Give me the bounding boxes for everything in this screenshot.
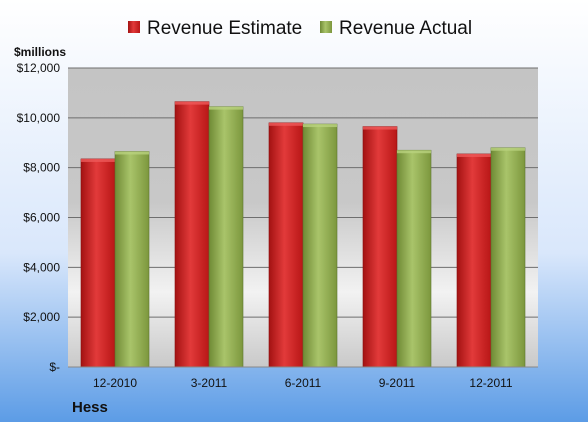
x-tick-label: 6-2011 bbox=[285, 376, 322, 390]
legend-label-estimate: Revenue Estimate bbox=[147, 18, 302, 39]
x-tick-label: 9-2011 bbox=[379, 376, 416, 390]
bar-revenue-actual-top-highlight bbox=[209, 106, 243, 110]
bar-revenue-estimate bbox=[268, 122, 304, 368]
bar-revenue-actual-top-highlight bbox=[115, 151, 149, 155]
bar-revenue-estimate-top-highlight bbox=[175, 101, 209, 105]
legend-swatch-estimate bbox=[128, 21, 140, 33]
y-tick-label: $2,000 bbox=[23, 310, 60, 324]
y-tick-label: $- bbox=[49, 360, 60, 374]
bar-revenue-estimate bbox=[362, 126, 398, 368]
legend-label-actual: Revenue Actual bbox=[339, 18, 472, 39]
company-name: Hess bbox=[72, 399, 108, 416]
bar-revenue-actual bbox=[208, 106, 244, 368]
bar-revenue-actual bbox=[302, 123, 338, 368]
y-tick-label: $10,000 bbox=[17, 111, 61, 125]
legend: Revenue Estimate Revenue Actual bbox=[128, 18, 472, 39]
y-axis-unit-label: $millions bbox=[14, 45, 66, 59]
x-tick-label: 3-2011 bbox=[191, 376, 228, 390]
legend-swatch-actual bbox=[320, 21, 332, 33]
bar-revenue-estimate-top-highlight bbox=[81, 158, 115, 162]
bar-revenue-actual bbox=[114, 151, 150, 368]
bar-revenue-actual bbox=[490, 147, 526, 368]
y-tick-label: $6,000 bbox=[23, 211, 60, 225]
x-tick-label: 12-2010 bbox=[93, 376, 137, 390]
x-axis-ticks: 12-2010 3-2011 6-2011 9-2011 12-2011 bbox=[93, 376, 513, 390]
bar-revenue-actual-top-highlight bbox=[397, 150, 431, 154]
bars bbox=[80, 101, 526, 368]
bar-revenue-estimate-top-highlight bbox=[363, 126, 397, 130]
y-axis-ticks: $- $2,000 $4,000 $6,000 $8,000 $10,000 $12,000 bbox=[17, 61, 61, 374]
bar-revenue-estimate bbox=[80, 158, 116, 368]
y-tick-label: $4,000 bbox=[23, 260, 60, 274]
bar-revenue-estimate-top-highlight bbox=[457, 153, 491, 157]
bar-revenue-estimate bbox=[456, 153, 492, 368]
y-tick-label: $12,000 bbox=[17, 61, 61, 75]
bar-revenue-estimate-top-highlight bbox=[269, 122, 303, 126]
bar-revenue-estimate bbox=[174, 101, 210, 368]
x-tick-label: 12-2011 bbox=[469, 376, 512, 390]
bar-revenue-actual-top-highlight bbox=[303, 124, 337, 128]
bar-revenue-actual bbox=[396, 149, 432, 368]
y-tick-label: $8,000 bbox=[23, 161, 60, 175]
bar-revenue-actual-top-highlight bbox=[491, 147, 525, 151]
